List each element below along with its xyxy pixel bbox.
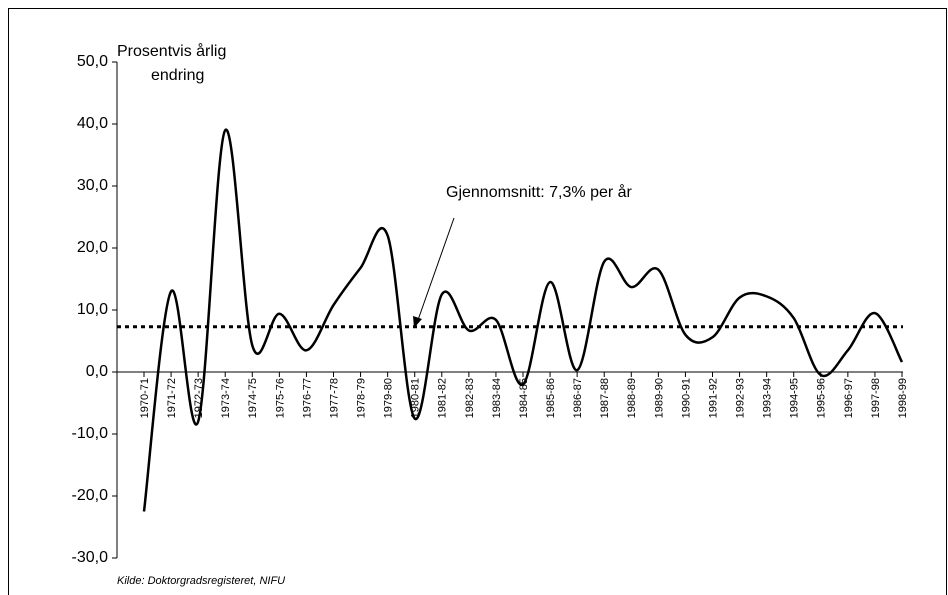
- x-tick-label: 1986-87: [572, 378, 584, 418]
- y-tick-label: 20,0: [77, 239, 108, 256]
- x-tick-label: 1988-89: [626, 378, 638, 418]
- y-tick-label: -30,0: [72, 549, 109, 566]
- y-axis-label: endring: [151, 67, 204, 84]
- x-tick-label: 1978-79: [355, 378, 367, 418]
- y-tick-label: 50,0: [77, 53, 108, 70]
- x-tick-label: 1976-77: [301, 378, 313, 418]
- x-tick-label: 1994-95: [789, 378, 801, 418]
- y-tick-label: -10,0: [72, 425, 109, 442]
- y-tick-label: -20,0: [72, 487, 109, 504]
- x-tick-label: 1980-81: [410, 378, 422, 418]
- x-tick-label: 1989-90: [653, 378, 665, 418]
- x-tick-label: 1971-72: [166, 378, 178, 418]
- annotation: Gjennomsnitt: 7,3% per år: [446, 183, 633, 201]
- x-tick-label: 1995-96: [816, 378, 828, 418]
- x-tick-label: 1998-99: [897, 378, 909, 418]
- x-tick-label: 1987-88: [599, 378, 611, 418]
- y-axis-label: Prosentvis årlig: [117, 42, 226, 60]
- x-tick-label: 1981-82: [437, 378, 449, 418]
- x-tick-label: 1997-98: [870, 378, 882, 418]
- x-tick-label: 1975-76: [274, 378, 286, 418]
- x-tick-label: 1974-75: [247, 378, 259, 418]
- x-tick-label: 1990-91: [680, 378, 692, 418]
- x-tick-label: 1996-97: [843, 378, 855, 418]
- x-tick-label: 1982-83: [464, 378, 476, 418]
- arrow: [417, 217, 455, 321]
- x-tick-label: 1992-93: [734, 378, 746, 418]
- x-tick-label: 1977-78: [328, 378, 340, 418]
- y-tick-label: 0,0: [86, 363, 108, 380]
- x-tick-label: 1973-74: [220, 378, 232, 418]
- x-tick-label: 1970-71: [139, 378, 151, 418]
- y-tick-label: 30,0: [77, 177, 108, 194]
- x-tick-label: 1984-85: [518, 378, 530, 418]
- x-tick-label: 1991-92: [707, 378, 719, 418]
- x-tick-label: 1993-94: [762, 378, 774, 418]
- data-line: [142, 128, 904, 512]
- frame: [8, 8, 947, 595]
- arrow-head: [413, 316, 422, 328]
- x-tick-label: 1985-86: [545, 378, 557, 418]
- x-tick-label: 1979-80: [383, 378, 395, 418]
- y-tick-label: 10,0: [77, 301, 108, 318]
- x-tick-label: 1983-84: [491, 378, 503, 418]
- source: Kilde: Doktorgradsregisteret, NIFU: [117, 575, 285, 587]
- y-tick-label: 40,0: [77, 115, 108, 132]
